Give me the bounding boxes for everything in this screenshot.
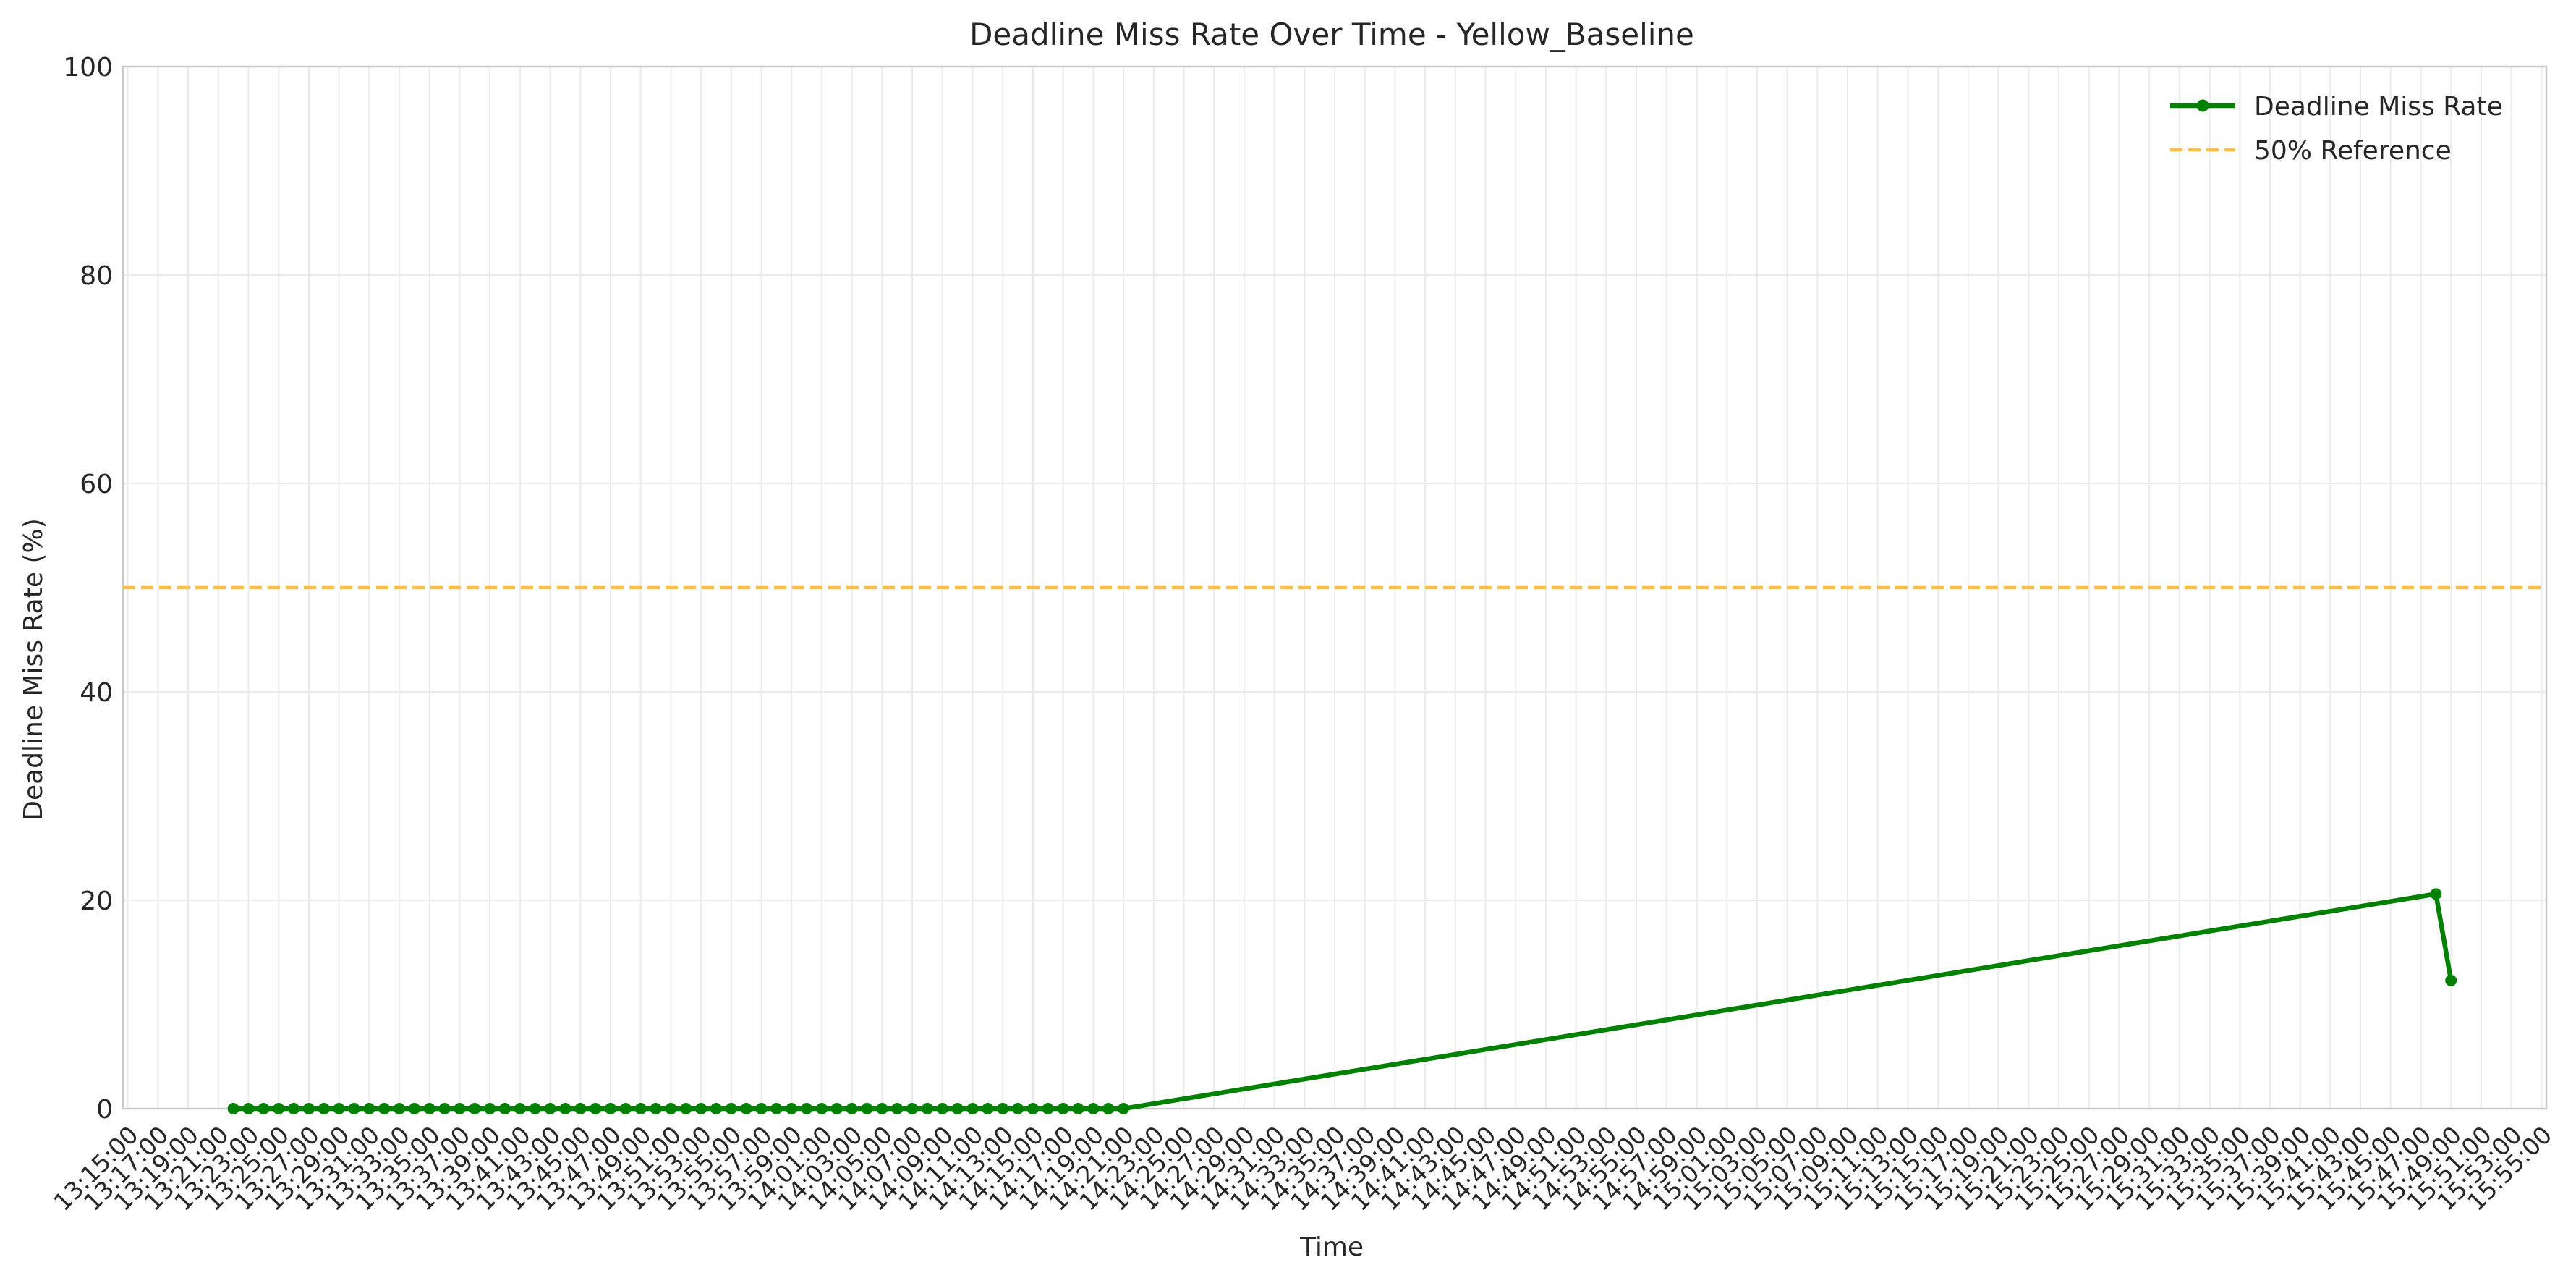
data-point [1087,1103,1100,1114]
data-point [227,1103,239,1114]
y-tick-label: 40 [80,678,113,708]
data-point [378,1103,391,1114]
data-point [333,1103,345,1114]
data-point [982,1103,994,1114]
series-layer [227,888,2457,1114]
data-point [499,1103,511,1114]
data-point [1057,1103,1069,1114]
data-point [921,1103,933,1114]
data-point [302,1103,315,1114]
data-point [997,1103,1009,1114]
data-point [590,1103,602,1114]
data-point [423,1103,435,1114]
data-point [273,1103,285,1114]
data-point [1118,1103,1130,1114]
data-point [801,1103,813,1114]
data-point [891,1103,904,1114]
data-point [559,1103,571,1114]
data-point [830,1103,843,1114]
legend-point-marker [2196,99,2209,112]
data-point [408,1103,420,1114]
data-point [242,1103,255,1114]
data-point [484,1103,496,1114]
data-point [951,1103,964,1114]
data-point [1012,1103,1024,1114]
y-tick-label: 100 [63,53,113,82]
data-point [1072,1103,1084,1114]
data-point [469,1103,481,1114]
data-point [815,1103,828,1114]
y-axis-label: Deadline Miss Rate (%) [19,518,48,821]
data-point [318,1103,330,1114]
y-tick-label: 0 [96,1095,113,1125]
data-point [665,1103,677,1114]
data-point [514,1103,526,1114]
data-point [906,1103,919,1114]
x-axis-label: Time [1299,1232,1364,1262]
legend-entry-label: 50% Reference [2254,136,2452,166]
data-point [786,1103,798,1114]
data-point [529,1103,541,1114]
data-point [394,1103,406,1114]
y-tick-labels: 0 20 40 60 80 100 [63,53,113,1125]
data-point [544,1103,556,1114]
data-point [454,1103,466,1114]
x-tick-labels: 13:15:0013:17:0013:19:0013:21:0013:23:00… [48,1120,2557,1216]
data-point [861,1103,873,1114]
data-point [1042,1103,1054,1114]
data-point [695,1103,707,1114]
y-tick-label: 60 [80,470,113,499]
data-point [605,1103,617,1114]
legend-entry-label: Deadline Miss Rate [2254,92,2503,122]
data-point [2430,888,2442,900]
data-point [966,1103,979,1114]
data-point [846,1103,858,1114]
data-point [619,1103,632,1114]
data-point [740,1103,752,1114]
data-point [876,1103,888,1114]
data-point [725,1103,737,1114]
y-tick-label: 80 [80,261,113,291]
chart-title: Deadline Miss Rate Over Time - Yellow_Ba… [969,17,1694,52]
data-point [634,1103,647,1114]
legend: Deadline Miss Rate 50% Reference [2170,92,2503,166]
data-point [363,1103,375,1114]
data-point [258,1103,270,1114]
data-point [770,1103,783,1114]
data-point [680,1103,692,1114]
data-point [288,1103,300,1114]
data-point [710,1103,722,1114]
data-point [348,1103,360,1114]
data-point [650,1103,662,1114]
data-point [936,1103,948,1114]
y-tick-label: 20 [80,886,113,916]
data-point [755,1103,768,1114]
data-point [2445,974,2457,986]
data-point [438,1103,451,1114]
data-point [1026,1103,1039,1114]
data-point [1102,1103,1115,1114]
data-point [574,1103,587,1114]
